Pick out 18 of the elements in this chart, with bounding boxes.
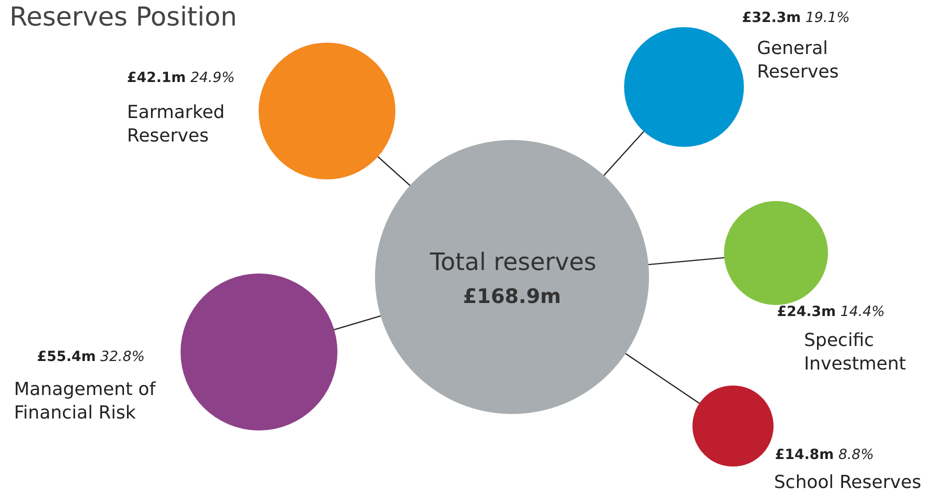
data-label: 14.4% [840,304,885,320]
data-label: £14.8m [775,447,834,463]
category-label: School Reserves [774,472,922,493]
data-label: £168.9m [463,284,562,308]
category-label: Management of Financial Risk [14,379,156,424]
category-label: General Reserves [757,38,839,82]
data-label: 8.8% [838,447,874,463]
data-label: £55.4m [37,349,96,365]
data-label: 24.9% [190,70,235,86]
data-label: 19.1% [805,10,850,26]
data-label: £42.1m [127,70,186,86]
category-label: Specific Investment [804,330,906,374]
data-label: 32.8% [100,349,145,365]
category-label: Earmarked Reserves [127,102,225,146]
text: Reserves Position [9,2,238,33]
category-label: Total reserves [429,248,596,276]
data-label: £32.3m [742,10,801,26]
data-label: £24.3m [777,304,836,320]
